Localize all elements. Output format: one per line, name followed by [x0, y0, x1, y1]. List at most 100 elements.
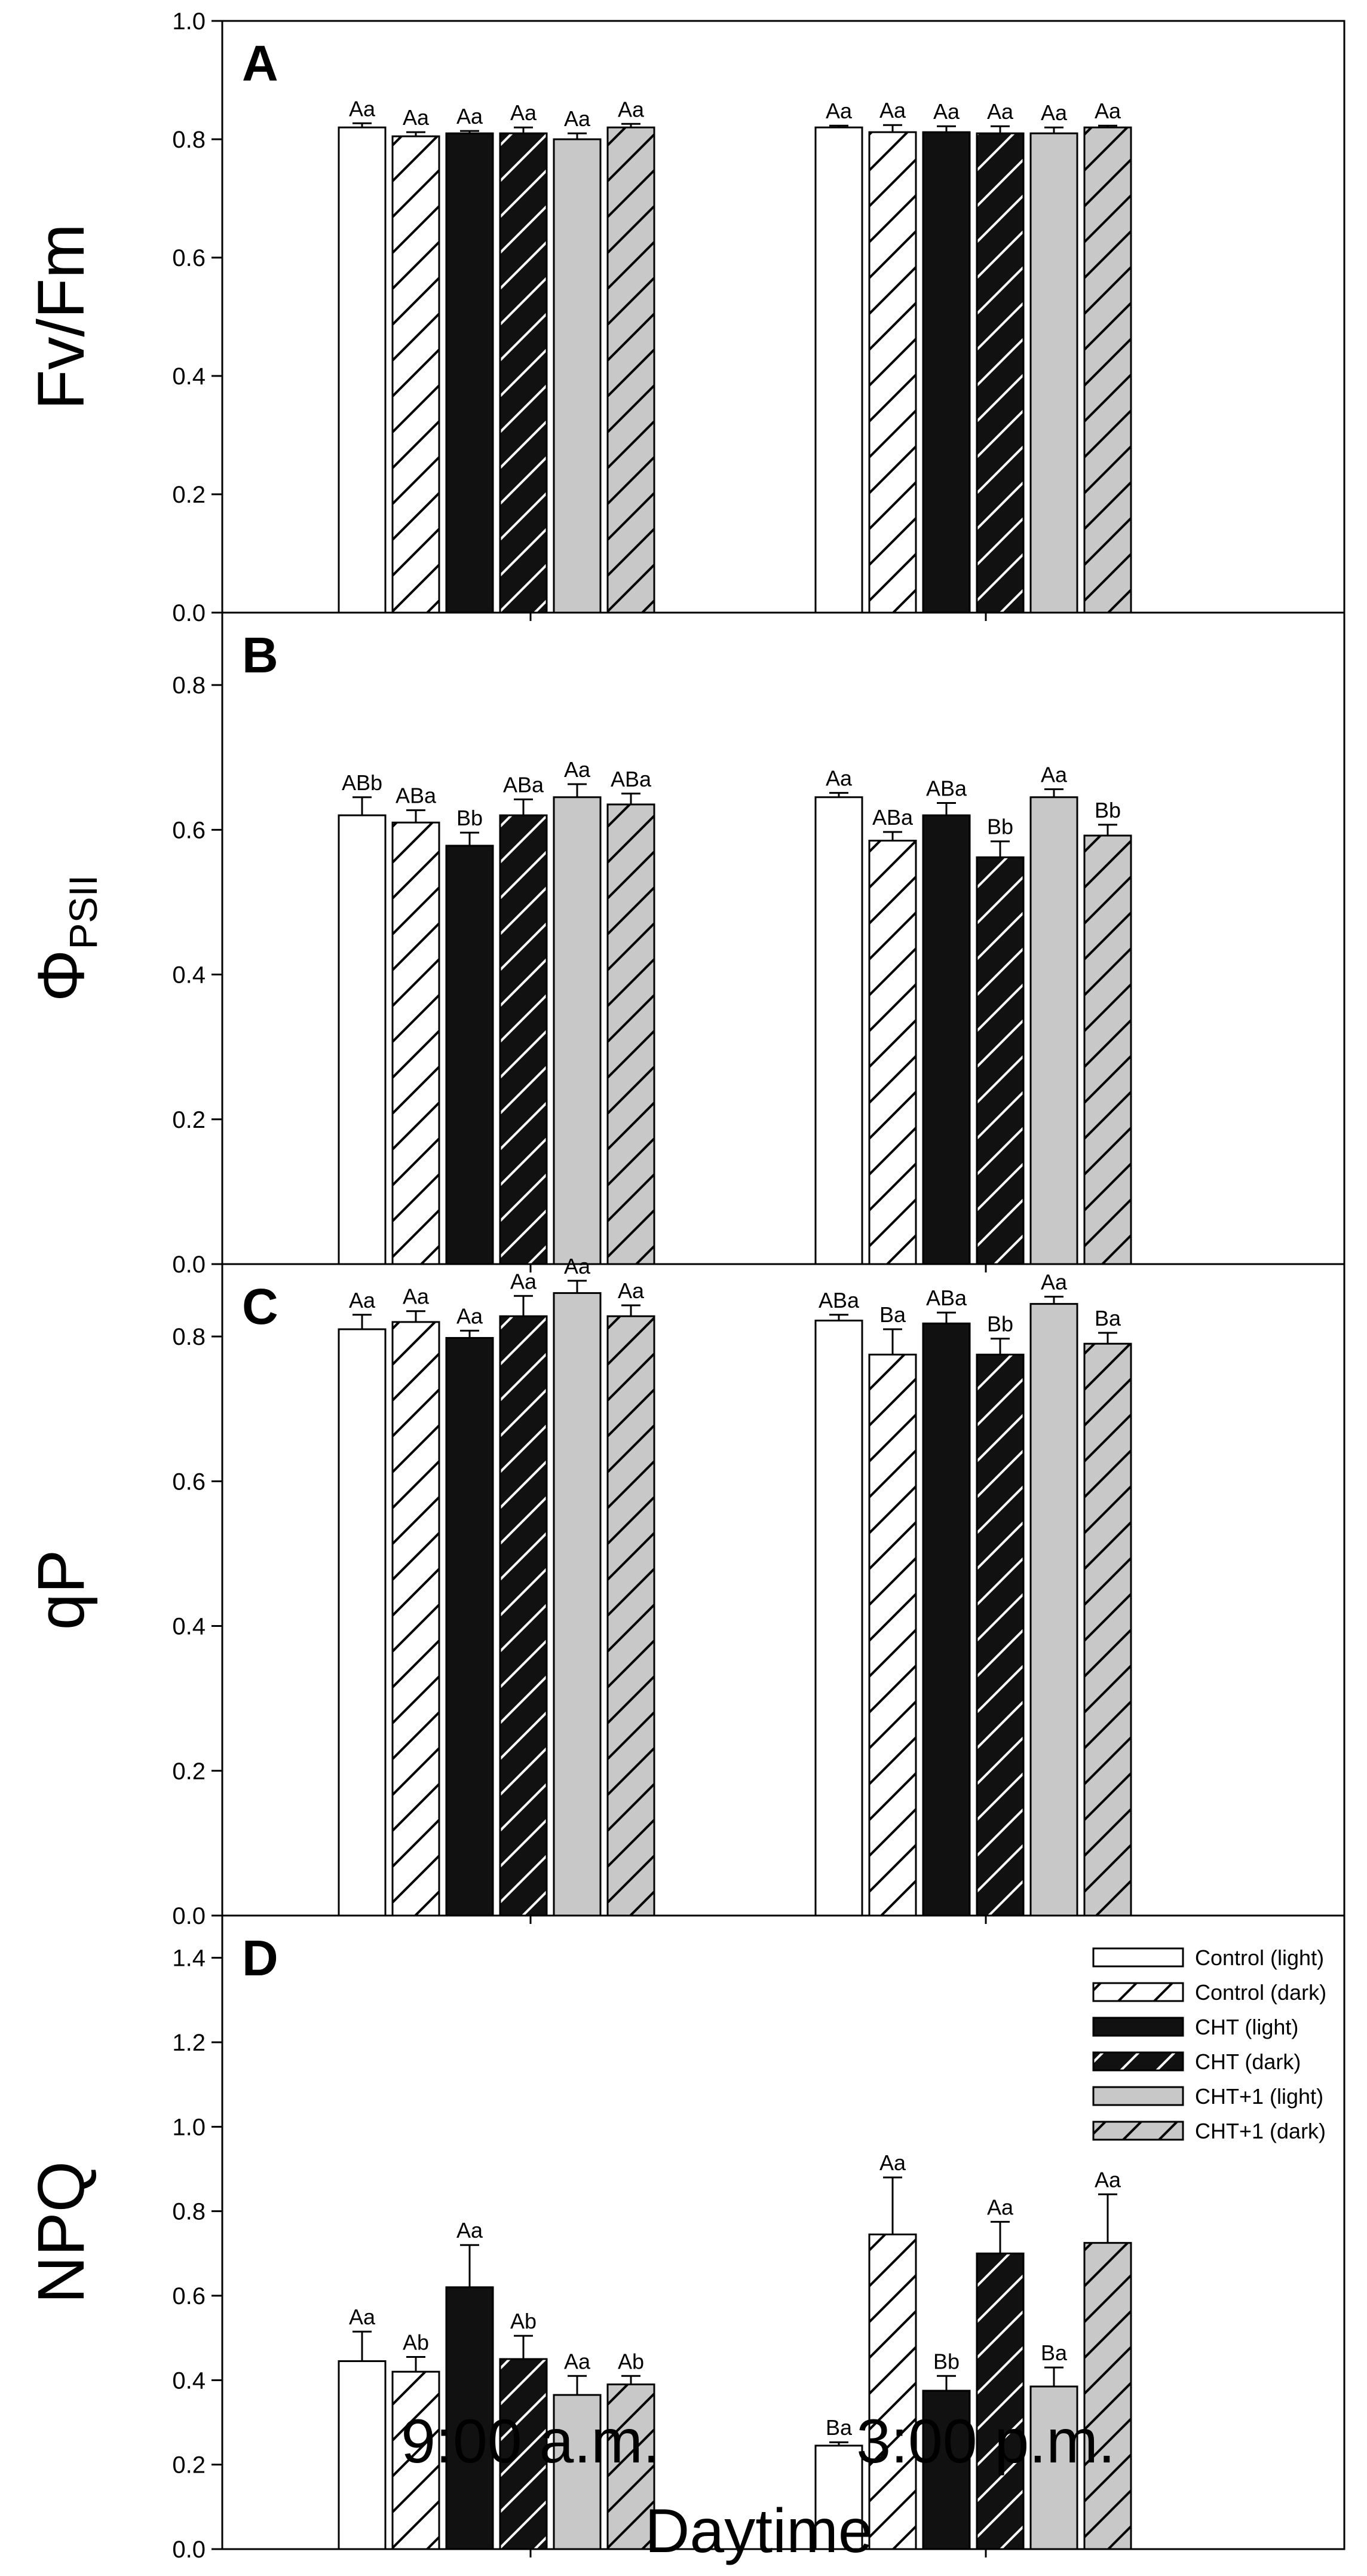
significance-label: Aa	[618, 1278, 645, 1303]
x-category-label: 9:00 a.m.	[401, 2407, 660, 2476]
bar	[814, 796, 863, 1265]
bar	[391, 135, 440, 614]
significance-label: Ba	[879, 1302, 906, 1327]
bar	[391, 1321, 440, 1917]
significance-label: Aa	[456, 1304, 483, 1328]
significance-label: ABa	[611, 767, 652, 791]
panel-label: D	[242, 1930, 278, 1986]
significance-label: Aa	[564, 1254, 591, 1278]
bar	[814, 2445, 863, 2550]
significance-label: Aa	[1095, 2167, 1121, 2192]
y-tick-label: 0.4	[172, 1614, 206, 1640]
significance-label: Aa	[564, 2349, 591, 2373]
bar	[922, 2390, 971, 2550]
significance-label: Aa	[987, 99, 1014, 124]
bar	[1029, 1303, 1078, 1917]
significance-label: Aa	[349, 2305, 376, 2329]
bar	[606, 126, 655, 614]
legend-swatch	[1092, 2051, 1184, 2072]
significance-label: Aa	[879, 2150, 906, 2175]
bar	[391, 821, 440, 1265]
y-tick-label: 0.6	[172, 1468, 206, 1495]
bar	[445, 845, 494, 1265]
y-tick-label: 0.6	[172, 2283, 206, 2309]
legend-label: CHT+1 (light)	[1195, 2084, 1323, 2109]
bar	[338, 2360, 387, 2550]
significance-label: Aa	[564, 757, 591, 782]
panel-d: 0.0 0.2 0.4 0.6 0.8 1.0 1.2 1.4 D NPQ Aa Ab Aa Ab Aa Ab…	[24, 1914, 1345, 2563]
y-tick-label: 0.2	[172, 1107, 206, 1133]
bar	[606, 2383, 655, 2550]
y-tick-label: 0.4	[172, 2367, 206, 2394]
significance-label: Bb	[1095, 798, 1121, 822]
bar	[445, 2286, 494, 2550]
significance-label: Aa	[618, 97, 645, 121]
legend-label: Control (light)	[1195, 1945, 1324, 1970]
significance-label: Aa	[456, 104, 483, 129]
bar	[499, 814, 548, 1265]
legend-swatch	[1092, 2017, 1184, 2037]
significance-label: Ab	[618, 2349, 644, 2373]
bar	[338, 1328, 387, 1917]
y-tick-label: 0.0	[172, 600, 206, 626]
y-tick-label: 0.0	[172, 1903, 206, 1929]
panel-label: B	[242, 627, 278, 683]
panel-label: A	[242, 35, 278, 91]
y-axis-title: Fv/Fm	[24, 224, 98, 410]
bar	[553, 1292, 602, 1917]
bar	[606, 803, 655, 1265]
panel-a: 0.0 0.2 0.4 0.6 0.8 1.0 A Fv/Fm Aa Aa Aa Aa Aa Aa Aa Aa…	[24, 8, 1345, 626]
bar	[1083, 2242, 1132, 2550]
bar	[1029, 132, 1078, 614]
significance-label: Aa	[1041, 1270, 1068, 1295]
bar	[1083, 126, 1132, 614]
y-tick-label: 0.6	[172, 245, 206, 271]
significance-label: Aa	[1041, 763, 1068, 787]
y-tick-label: 1.0	[172, 2114, 206, 2140]
bar	[868, 2234, 917, 2550]
significance-label: ABa	[926, 776, 967, 801]
legend-label: CHT+1 (dark)	[1195, 2119, 1326, 2143]
y-tick-label: 0.2	[172, 482, 206, 508]
bar	[1083, 834, 1132, 1265]
y-tick-label: 0.2	[172, 2452, 206, 2479]
significance-label: Aa	[349, 1288, 376, 1313]
bar	[499, 1315, 548, 1917]
legend-label: Control (dark)	[1195, 1980, 1326, 2005]
significance-label: Aa	[510, 100, 537, 125]
bar	[1029, 796, 1078, 1265]
y-tick-label: 1.2	[172, 2030, 206, 2056]
significance-label: ABb	[342, 770, 382, 795]
significance-label: ABa	[819, 1288, 860, 1313]
y-tick-label: 0.8	[172, 672, 206, 699]
axes-frame	[221, 1914, 1345, 2550]
panel-label: C	[242, 1278, 278, 1335]
legend-swatch	[1092, 2086, 1184, 2106]
significance-label: Bb	[987, 815, 1013, 839]
y-tick-label: 0.0	[172, 2537, 206, 2563]
bar	[814, 1319, 863, 1917]
bar	[499, 132, 548, 614]
significance-label: Aa	[564, 106, 591, 131]
legend-label: CHT (dark)	[1195, 2049, 1301, 2074]
axes-frame	[221, 20, 1345, 614]
significance-label: Aa	[456, 2218, 483, 2242]
significance-label: Ab	[403, 2330, 429, 2354]
axes-frame	[221, 1263, 1345, 1917]
y-axis-title: ΦPSII	[24, 875, 105, 1002]
bar	[445, 1337, 494, 1917]
bar	[922, 131, 971, 614]
significance-label: Bb	[456, 806, 483, 830]
bar	[976, 132, 1025, 614]
panel-c: 0.0 0.2 0.4 0.6 0.8 CqP Aa Aa Aa Aa Aa Aa ABa Ba ABa Bb…	[24, 1254, 1345, 1929]
y-tick-label: 0.8	[172, 127, 206, 153]
bar	[338, 126, 387, 614]
significance-label: Ba	[1041, 2341, 1068, 2365]
significance-label: Aa	[403, 1284, 430, 1309]
axes-frame	[221, 611, 1345, 1265]
significance-label: Bb	[933, 2349, 960, 2373]
y-axis-title-subscript: PSII	[61, 875, 105, 950]
significance-label: Ba	[1095, 1306, 1121, 1330]
legend-label: CHT (light)	[1195, 2015, 1298, 2039]
